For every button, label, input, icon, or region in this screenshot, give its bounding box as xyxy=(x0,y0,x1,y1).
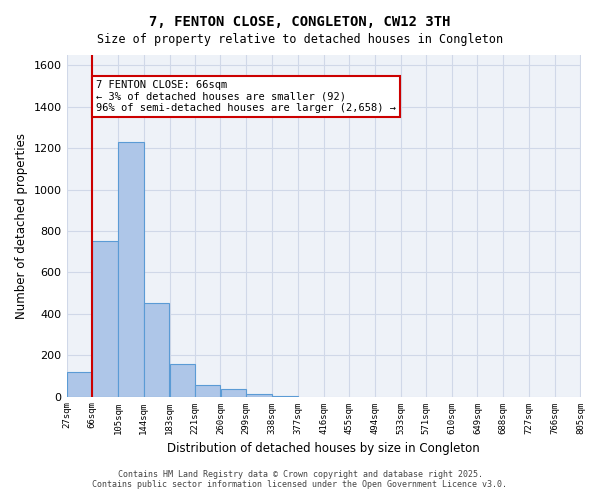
Text: Contains HM Land Registry data © Crown copyright and database right 2025.
Contai: Contains HM Land Registry data © Crown c… xyxy=(92,470,508,489)
Text: Size of property relative to detached houses in Congleton: Size of property relative to detached ho… xyxy=(97,32,503,46)
Bar xyxy=(67,372,92,396)
Bar xyxy=(118,142,143,397)
Bar xyxy=(247,394,272,396)
X-axis label: Distribution of detached houses by size in Congleton: Distribution of detached houses by size … xyxy=(167,442,480,455)
Bar xyxy=(195,385,220,396)
Bar xyxy=(92,242,118,396)
Text: 7, FENTON CLOSE, CONGLETON, CW12 3TH: 7, FENTON CLOSE, CONGLETON, CW12 3TH xyxy=(149,15,451,29)
Bar xyxy=(170,364,195,396)
Text: 7 FENTON CLOSE: 66sqm
← 3% of detached houses are smaller (92)
96% of semi-detac: 7 FENTON CLOSE: 66sqm ← 3% of detached h… xyxy=(96,80,396,113)
Bar xyxy=(221,390,246,396)
Y-axis label: Number of detached properties: Number of detached properties xyxy=(15,133,28,319)
Bar xyxy=(144,304,169,396)
